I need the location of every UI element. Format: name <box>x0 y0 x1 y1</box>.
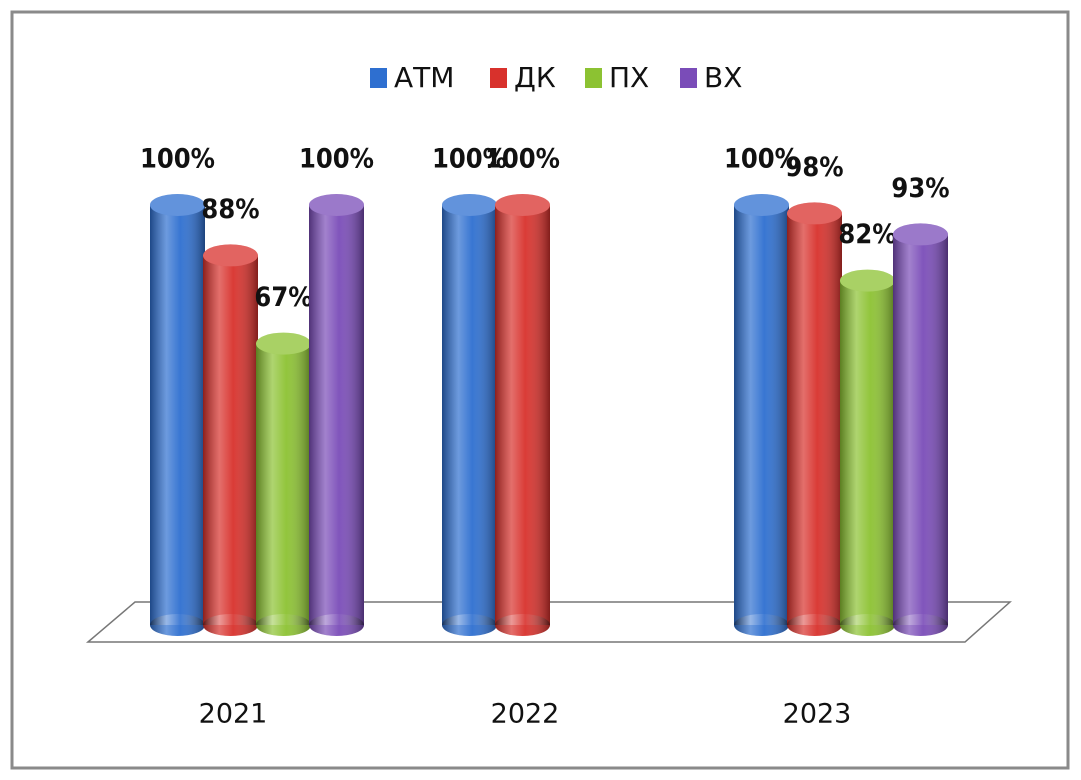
x-tick-label: 2023 <box>783 699 852 730</box>
bar <box>787 202 842 636</box>
bar-shade <box>495 205 550 625</box>
data-label: 100% <box>299 144 374 175</box>
bar-shade <box>734 205 789 625</box>
bar-bottom-shade <box>495 614 550 636</box>
bar-bottom-shade <box>203 614 258 636</box>
bar-top-light <box>840 269 895 292</box>
bar-bottom-shade <box>734 614 789 636</box>
bar-bottom-shade <box>787 614 842 636</box>
legend-label: ВХ <box>704 61 742 94</box>
data-label: 93% <box>891 173 949 204</box>
bar-top <box>840 269 895 292</box>
data-label: 100% <box>140 144 215 175</box>
bar-shade <box>150 205 205 625</box>
data-label: 88% <box>201 194 259 225</box>
bar-shade <box>256 343 311 625</box>
legend-label: ПХ <box>609 61 649 94</box>
data-label: 67% <box>254 282 312 313</box>
bar-top-light <box>150 194 205 216</box>
bar-top <box>893 223 948 246</box>
legend-label: АТМ <box>394 61 454 94</box>
bar-top-light <box>787 202 842 225</box>
bar-top <box>309 194 364 216</box>
bar-top <box>495 194 550 216</box>
bar <box>442 194 497 636</box>
bar-top-light <box>256 332 311 355</box>
bar <box>203 244 258 636</box>
bar-shade <box>442 205 497 625</box>
bar-top-light <box>495 194 550 216</box>
bar-bottom-shade <box>309 614 364 636</box>
legend-swatch <box>585 68 602 88</box>
legend-label: ДК <box>514 61 556 94</box>
legend-swatch <box>370 68 387 88</box>
bar-bottom-shade <box>840 614 895 636</box>
bar-top <box>442 194 497 216</box>
bar-top <box>203 244 258 267</box>
bar <box>840 269 895 636</box>
bar-shade <box>840 280 895 625</box>
bar-shade <box>787 213 842 625</box>
bar-top-light <box>734 194 789 216</box>
data-label: 100% <box>724 144 799 175</box>
bar-top-light <box>203 244 258 267</box>
x-tick-label: 2021 <box>199 699 268 730</box>
bar-bottom-shade <box>442 614 497 636</box>
bar-top-light <box>893 223 948 246</box>
bar <box>893 223 948 636</box>
bar <box>256 332 311 636</box>
bar-top <box>256 332 311 355</box>
bar-shade <box>309 205 364 625</box>
x-tick-label: 2022 <box>491 699 560 730</box>
bar <box>309 194 364 636</box>
data-label: 100% <box>485 144 560 175</box>
bar <box>150 194 205 636</box>
legend-swatch <box>490 68 507 88</box>
bar-top-light <box>309 194 364 216</box>
data-label: 100% <box>432 144 507 175</box>
bar <box>734 194 789 636</box>
bar-bottom-shade <box>150 614 205 636</box>
bar-top <box>787 202 842 225</box>
bar-shade <box>893 234 948 625</box>
bar-top <box>734 194 789 216</box>
data-label: 98% <box>785 152 843 183</box>
bar-top-light <box>442 194 497 216</box>
bar-shade <box>203 255 258 625</box>
bar-bottom-shade <box>893 614 948 636</box>
bar-bottom-shade <box>256 614 311 636</box>
bar <box>495 194 550 636</box>
bar-top <box>150 194 205 216</box>
data-label: 82% <box>838 219 896 250</box>
legend-swatch <box>680 68 697 88</box>
